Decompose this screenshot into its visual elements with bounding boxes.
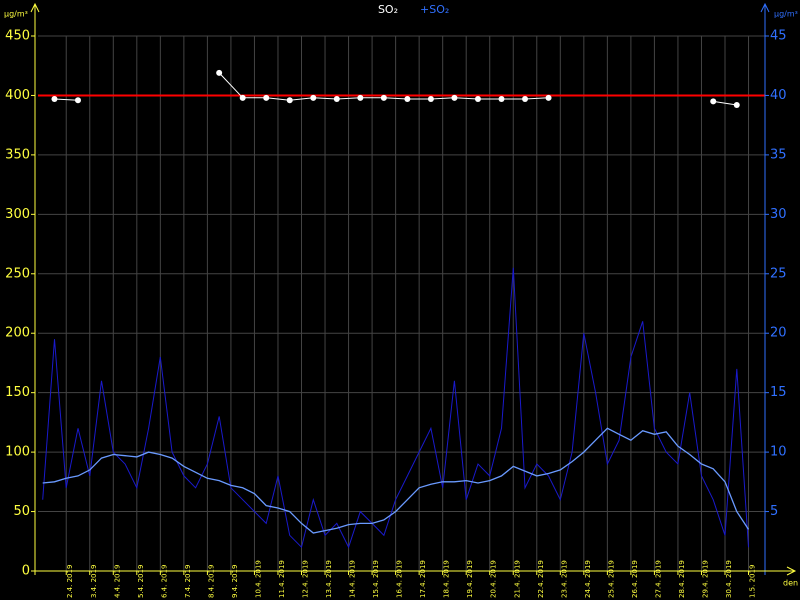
x-tick-label: 25.4. 2019 (607, 560, 615, 598)
data-point (239, 94, 246, 101)
x-tick-label: 21.4. 2019 (513, 560, 521, 598)
y-tick-label: 300 (5, 207, 30, 222)
x-tick-label: 28.4. 2019 (678, 560, 686, 598)
x-tick-label: 20.4. 2019 (490, 560, 498, 598)
data-point (263, 94, 270, 101)
x-tick-label: 1.5. 2019 (749, 565, 757, 598)
data-point (310, 94, 317, 101)
raw-line (42, 267, 749, 549)
x-tick-label: 18.4. 2019 (443, 560, 451, 598)
legend-entry: SO₂ (378, 3, 398, 16)
data-point (357, 94, 364, 101)
data-point (404, 96, 411, 103)
data-point (427, 96, 434, 103)
y-tick-label: 250 (5, 266, 30, 281)
data-point (545, 94, 552, 101)
y2-tick-label: 5 (770, 504, 778, 519)
y-axis-arrow (30, 2, 40, 13)
x-tick-label: 22.4. 2019 (537, 560, 545, 598)
y-tick-label: 350 (5, 147, 30, 162)
data-point (74, 97, 81, 104)
y-unit: µg/m³ (4, 10, 28, 19)
x-tick-label: 27.4. 2019 (654, 560, 662, 598)
x-tick-label: 29.4. 2019 (701, 560, 709, 598)
y-tick-label: 100 (5, 445, 30, 460)
trend-line (42, 427, 750, 534)
x-tick-label: 13.4. 2019 (325, 560, 333, 598)
data-point (380, 94, 387, 101)
x-tick-label: 4.4. 2019 (113, 565, 121, 598)
y-tick-label: 450 (5, 29, 30, 44)
data-point (451, 94, 458, 101)
data-point (733, 101, 740, 108)
data-point (286, 97, 293, 104)
x-tick-label: 26.4. 2019 (631, 560, 639, 598)
y-tick-label: 50 (13, 504, 30, 519)
x-tick-label: 9.4. 2019 (231, 565, 239, 598)
data-point (51, 96, 58, 103)
y-tick-label: 0 (22, 564, 30, 579)
x-tick-label: 15.4. 2019 (372, 560, 380, 598)
x-tick-label: 6.4. 2019 (160, 565, 168, 598)
x-axis-arrow (786, 566, 797, 576)
y2-axis-arrow (760, 2, 770, 13)
x-tick-label: 14.4. 2019 (349, 560, 357, 598)
y2-tick-label: 25 (770, 266, 787, 281)
x-tick-label: 2.4. 2019 (66, 565, 74, 598)
x-tick-label: 10.4. 2019 (254, 560, 262, 598)
data-point (474, 96, 481, 103)
x-tick-label: 17.4. 2019 (419, 560, 427, 598)
y2-tick-label: 15 (770, 385, 787, 400)
x-tick-label: 11.4. 2019 (278, 560, 286, 598)
y2-tick-label: 30 (770, 207, 787, 222)
x-tick-label: 24.4. 2019 (584, 560, 592, 598)
x-tick-label: 23.4. 2019 (560, 560, 568, 598)
data-point (522, 96, 529, 103)
y2-tick-label: 10 (770, 445, 787, 460)
y2-unit: µg/m³ (774, 10, 798, 19)
y2-tick-label: 40 (770, 88, 787, 103)
x-tick-label: 3.4. 2019 (90, 565, 98, 598)
x-tick-label: 12.4. 2019 (302, 560, 310, 598)
data-point (216, 69, 223, 76)
y2-tick-label: 20 (770, 326, 787, 341)
x-tick-label: 30.4. 2019 (725, 560, 733, 598)
y2-tick-label: 45 (770, 29, 787, 44)
plot (38, 69, 765, 549)
y-tick-label: 400 (5, 88, 30, 103)
y-tick-label: 150 (5, 385, 30, 400)
data-point (498, 96, 505, 103)
legend-entry: +SO₂ (420, 3, 449, 16)
x-tick-label: 19.4. 2019 (466, 560, 474, 598)
y2-tick-label: 35 (770, 147, 787, 162)
x-tick-label: 16.4. 2019 (396, 560, 404, 598)
x-tick-label: 7.4. 2019 (184, 565, 192, 598)
data-point (333, 96, 340, 103)
x-axis-label: den (783, 579, 798, 588)
data-point (710, 98, 717, 105)
x-tick-label: 5.4. 2019 (137, 565, 145, 598)
x-tick-label: 8.4. 2019 (207, 565, 215, 598)
y-tick-label: 200 (5, 326, 30, 341)
